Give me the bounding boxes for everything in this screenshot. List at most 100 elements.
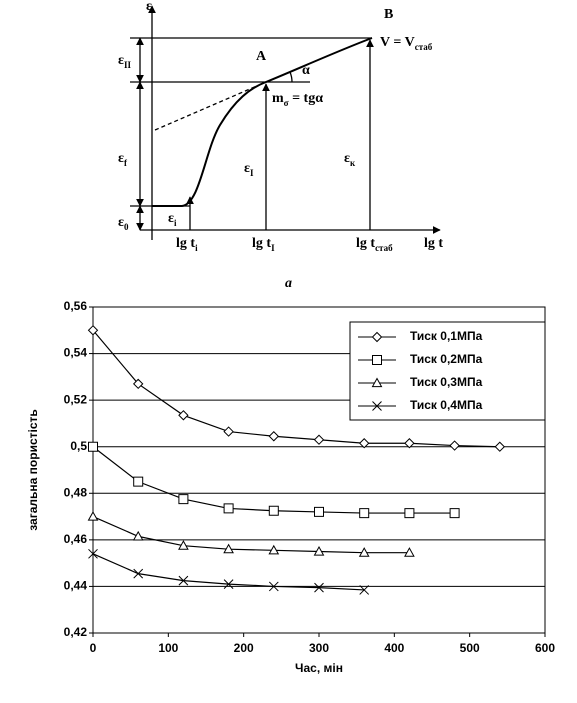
diagram-label: B bbox=[384, 7, 393, 22]
diagram-label: ε0 bbox=[118, 215, 129, 232]
label-text: m bbox=[272, 91, 284, 106]
x-axis-title: Час, мін bbox=[295, 661, 343, 675]
label-subscript: I bbox=[250, 168, 254, 178]
marker bbox=[132, 530, 144, 541]
chart: 0,42 0,44 0,46 0,48 0,5 0,52 0,54 0,56 0 100 200 30… bbox=[26, 299, 555, 675]
legend-marker bbox=[371, 331, 383, 343]
label-text: lg t bbox=[252, 236, 271, 251]
series-line bbox=[92, 446, 455, 514]
label-subscript: стаб bbox=[415, 42, 433, 52]
label-text: ε bbox=[146, 0, 152, 14]
x-tick-label: 100 bbox=[158, 641, 178, 655]
label-subscript: 0 bbox=[124, 222, 129, 232]
legend-marker bbox=[372, 355, 382, 365]
label-subscript: f bbox=[124, 158, 128, 168]
marker bbox=[87, 325, 99, 336]
caption: a bbox=[285, 276, 292, 291]
marker bbox=[313, 545, 325, 556]
diagram-label: α bbox=[302, 63, 310, 78]
marker bbox=[314, 582, 324, 593]
legend-label: Тиск 0,4МПа bbox=[410, 398, 483, 412]
diagram-label: εк bbox=[344, 151, 356, 168]
marker bbox=[132, 378, 144, 390]
series-line bbox=[92, 329, 500, 448]
legend-label: Тиск 0,2МПа bbox=[410, 352, 483, 366]
legend-marker bbox=[371, 377, 383, 388]
marker bbox=[359, 585, 370, 595]
diagram-label: εi bbox=[168, 211, 177, 228]
marker bbox=[178, 410, 189, 421]
label-subscript: i bbox=[174, 218, 177, 228]
marker bbox=[404, 547, 415, 557]
marker bbox=[178, 575, 189, 586]
marker bbox=[133, 568, 144, 579]
diagram-label: εII bbox=[118, 53, 131, 70]
diagram-label: lg t bbox=[424, 236, 443, 251]
marker bbox=[87, 511, 99, 521]
marker bbox=[223, 503, 234, 514]
label-text: ε bbox=[118, 151, 124, 166]
legend-marker bbox=[372, 401, 382, 411]
series-line bbox=[92, 516, 410, 554]
legend-label: Тиск 0,3МПа bbox=[410, 375, 483, 389]
diagram-label: lg ti bbox=[176, 236, 198, 253]
x-tick-label: 200 bbox=[234, 641, 254, 655]
label-subscript: i bbox=[195, 243, 198, 253]
marker bbox=[494, 441, 506, 452]
diagram-label: lg tстаб bbox=[356, 236, 393, 253]
y-tick-label: 0,5 bbox=[70, 439, 87, 453]
y-tick-label: 0,46 bbox=[64, 532, 88, 546]
marker bbox=[178, 494, 189, 505]
marker bbox=[268, 431, 280, 442]
label-subscript: стаб bbox=[375, 243, 393, 253]
marker bbox=[449, 440, 460, 451]
label-subscript: I bbox=[271, 243, 275, 253]
y-tick-label: 0,54 bbox=[64, 346, 88, 360]
marker bbox=[314, 506, 324, 517]
marker bbox=[358, 438, 370, 449]
marker bbox=[404, 438, 415, 449]
legend-label: Тиск 0,1МПа bbox=[410, 329, 483, 343]
diagram-label: V = Vстаб bbox=[380, 35, 433, 52]
marker bbox=[268, 544, 280, 555]
y-tick-label: 0,56 bbox=[64, 299, 88, 313]
label-text: A bbox=[256, 49, 267, 64]
marker bbox=[88, 441, 98, 452]
marker bbox=[178, 540, 189, 550]
label-subscript: σ bbox=[284, 98, 289, 108]
label-subscript: II bbox=[124, 60, 132, 70]
marker bbox=[404, 508, 415, 519]
label-text: ε bbox=[118, 53, 124, 68]
marker bbox=[133, 476, 144, 487]
label-text: ε bbox=[244, 161, 250, 176]
y-tick-label: 0,52 bbox=[64, 392, 88, 406]
label-text: ε bbox=[168, 211, 174, 226]
tangent bbox=[154, 81, 267, 131]
marker bbox=[268, 505, 279, 516]
y-tick-label: 0,44 bbox=[64, 579, 88, 593]
label-text: V = V bbox=[380, 35, 415, 50]
x-tick-label: 500 bbox=[460, 641, 480, 655]
label-text: ε bbox=[118, 215, 124, 230]
marker bbox=[358, 547, 370, 557]
x-tick-label: 0 bbox=[90, 641, 97, 655]
diagram-label: ε bbox=[146, 0, 152, 14]
diagram-label: lg tI bbox=[252, 236, 275, 253]
y-axis-title: загальна пористість bbox=[26, 409, 40, 531]
x-tick-label: 400 bbox=[384, 641, 404, 655]
label-text: ε bbox=[344, 151, 350, 166]
diagram-label: εf bbox=[118, 151, 128, 168]
legend-box bbox=[349, 321, 546, 421]
label-text: = tgα bbox=[289, 91, 324, 106]
x-tick-label: 300 bbox=[309, 641, 329, 655]
marker bbox=[223, 579, 234, 589]
label-text: lg t bbox=[424, 236, 443, 251]
marker bbox=[223, 543, 234, 554]
marker bbox=[223, 426, 234, 437]
marker bbox=[268, 581, 279, 592]
curve bbox=[152, 37, 373, 207]
label-subscript: к bbox=[350, 158, 356, 168]
marker bbox=[359, 508, 370, 519]
